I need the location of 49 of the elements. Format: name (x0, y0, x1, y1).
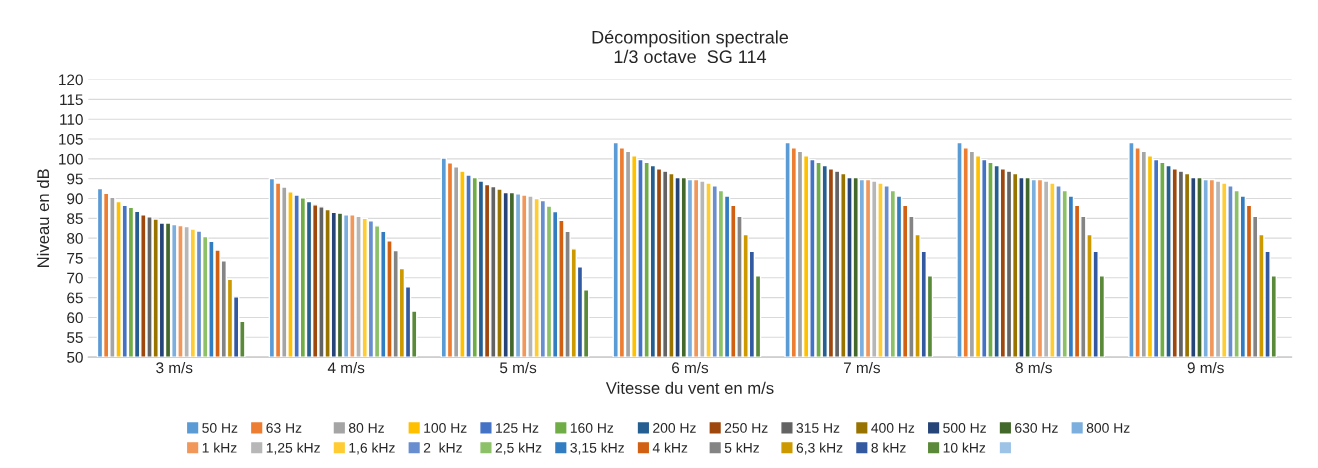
y-tick-label: 65 (67, 292, 83, 304)
x-tick-label: 3 m/s (156, 361, 193, 374)
legend-label: 63 Hz (266, 423, 302, 433)
legend-label: 250 Hz (724, 423, 768, 433)
x-tick-label: 7 m/s (843, 361, 880, 374)
legend-label: 4 kHz (652, 442, 688, 453)
y-tick-label: 85 (67, 213, 83, 225)
y-tick-label: 75 (67, 252, 83, 264)
legend-label: 10 kHz (943, 442, 986, 453)
legend-label: 8 kHz (871, 442, 906, 453)
x-tick-label: 8 m/s (1015, 361, 1052, 374)
legend-label: 50 Hz (202, 423, 238, 433)
y-tick-label: 80 (67, 233, 83, 244)
legend-label: 2,5 kHz (495, 442, 542, 455)
chart-title: Décomposition spectrale 1/3 octave SG 114 (592, 30, 789, 64)
legend-label: 100 Hz (424, 423, 467, 433)
legend-label: 125 Hz (496, 423, 539, 433)
y-tick-label: 50 (67, 351, 83, 363)
legend-label: 3,15 kHz (570, 442, 624, 455)
y-tick-label: 70 (67, 272, 83, 284)
x-tick-label: 6 m/s (672, 361, 709, 374)
y-tick-label: 100 (59, 153, 83, 165)
legend-label: 1,25 kHz (266, 442, 320, 455)
legend-label: 800 Hz (1086, 423, 1130, 433)
legend-label: 315 Hz (796, 423, 840, 433)
legend-label: 80 Hz (348, 423, 384, 433)
y-axis-title: Niveau en dB (36, 169, 50, 267)
y-tick-label: 55 (67, 332, 83, 343)
y-tick-label: 90 (67, 193, 83, 205)
legend-label: 1 kHz (202, 442, 237, 453)
y-tick-label: 95 (67, 173, 83, 185)
legend-label: 400 Hz (871, 423, 915, 433)
legend-label: 160 Hz (570, 423, 614, 433)
legend-label: 500 Hz (943, 423, 986, 433)
y-tick-label: 115 (60, 94, 83, 106)
x-tick-label: 9 m/s (1187, 361, 1224, 374)
y-tick-label: 110 (60, 114, 83, 125)
x-axis-title: Vitesse du vent en m/s (605, 381, 774, 394)
x-tick-label: 5 m/s (500, 361, 537, 374)
legend-label: 630 Hz (1015, 423, 1058, 433)
legend-label: 200 Hz (653, 423, 696, 433)
legend-label: 2 kHz (423, 442, 462, 453)
legend-label: 5 kHz (724, 442, 760, 453)
x-tick-label: 4 m/s (327, 361, 365, 374)
y-tick-label: 60 (67, 312, 83, 324)
legend-label: 1,6 kHz (349, 442, 395, 455)
y-tick-label: 120 (59, 74, 83, 86)
legend-label: 6,3 kHz (796, 442, 843, 455)
y-tick-label: 105 (59, 133, 83, 145)
